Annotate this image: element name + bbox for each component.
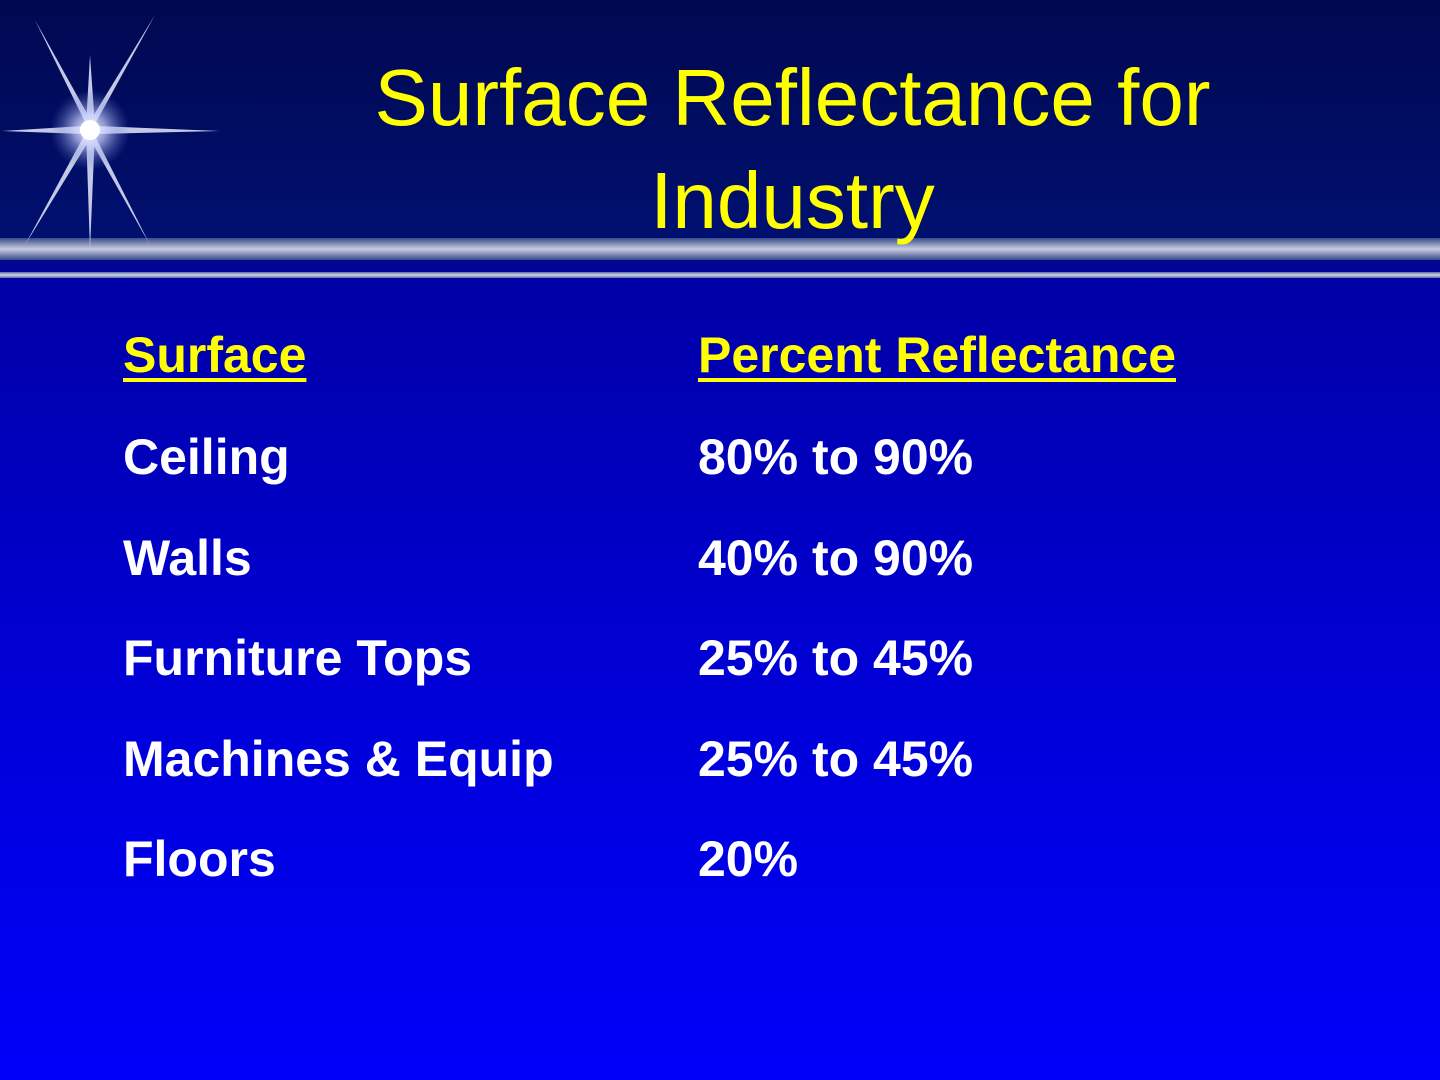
surface-cell: Furniture Tops: [123, 630, 473, 686]
reflectance-cell: 80% to 90%: [698, 429, 974, 485]
reflectance-cell: 20%: [698, 831, 799, 887]
surface-cell: Machines & Equip: [123, 730, 554, 787]
title-band: [0, 0, 1440, 240]
reflectance-cell: 25% to 45%: [698, 730, 974, 787]
surface-cell: Walls: [123, 529, 252, 586]
surface-cell: Ceiling: [123, 429, 290, 485]
divider-line: [0, 272, 1440, 278]
reflectance-cell: 25% to 45%: [698, 630, 974, 686]
reflectance-cell: 40% to 90%: [698, 529, 974, 586]
slide-title: Surface Reflectance for Industry: [374, 53, 1211, 245]
divider-bar: [0, 238, 1440, 260]
column-header: Percent Reflectance: [698, 327, 1177, 383]
surface-cell: Floors: [123, 831, 276, 887]
column-header: Surface: [123, 327, 307, 383]
star-ornament: [2, 15, 220, 250]
